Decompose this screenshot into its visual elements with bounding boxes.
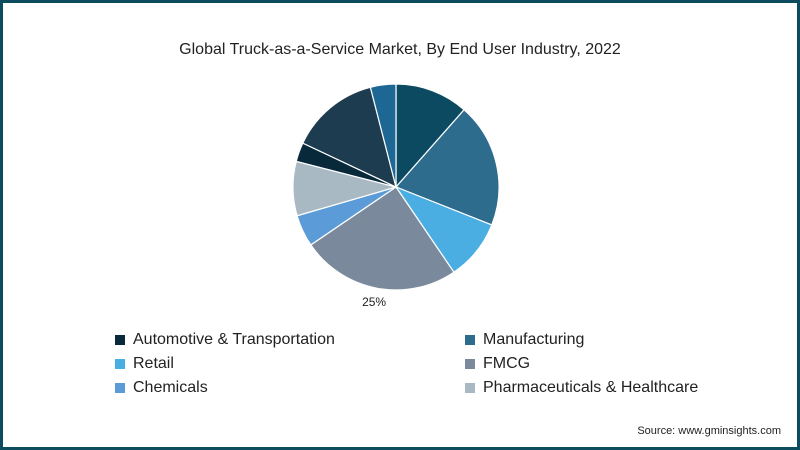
pie-slice-7	[302, 86, 397, 189]
legend-item: Pharmaceuticals & Healthcare	[465, 377, 735, 398]
slice-data-label: 25%	[362, 295, 386, 309]
legend-label: FMCG	[483, 354, 531, 372]
pie-chart: 25%	[292, 83, 500, 309]
legend-swatch	[465, 382, 475, 393]
legend-item: Retail	[115, 353, 465, 374]
legend-label: Chemicals	[133, 378, 208, 396]
legend-item: Chemicals	[115, 377, 465, 398]
pie-slice-3	[309, 186, 455, 291]
legend-swatch	[465, 334, 475, 345]
legend-label: Manufacturing	[483, 330, 585, 348]
legend-label: Retail	[133, 354, 174, 372]
pie-slice-8	[369, 83, 397, 188]
legend-item: Manufacturing	[465, 329, 735, 350]
chart-title: Global Truck-as-a-Service Market, By End…	[179, 41, 621, 58]
legend-item: Automotive & Transportation	[115, 329, 465, 350]
legend-label: Automotive & Transportation	[133, 330, 335, 348]
legend-swatch	[115, 358, 125, 369]
legend-swatch	[115, 334, 125, 345]
legend-item: FMCG	[465, 353, 735, 374]
legend-label: Pharmaceuticals & Healthcare	[483, 378, 699, 396]
chart-legend: Automotive & Transportation Manufacturing…	[115, 329, 735, 398]
pie-slice-0	[395, 83, 465, 189]
source-note: Source: www.gminsights.com	[637, 425, 781, 437]
legend-swatch	[465, 358, 475, 369]
pie-slice-1	[394, 108, 500, 226]
legend-swatch	[115, 382, 125, 393]
